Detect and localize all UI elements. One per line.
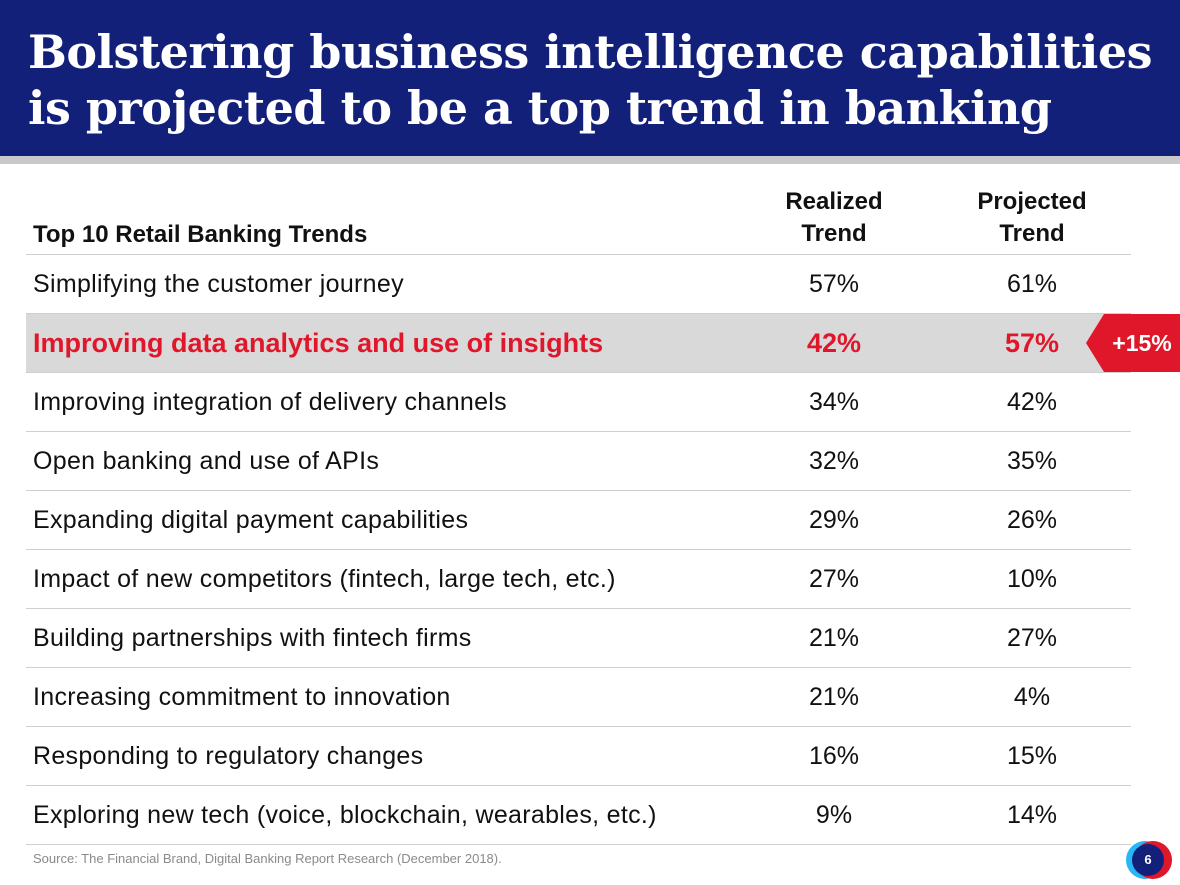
trend-label: Exploring new tech (voice, blockchain, w… xyxy=(33,801,657,829)
projected-value: 15% xyxy=(1006,742,1058,770)
trend-label: Expanding digital payment capabilities xyxy=(33,506,469,534)
realized-value: 32% xyxy=(808,447,860,475)
realized-value: 29% xyxy=(808,506,860,534)
source-note: Source: The Financial Brand, Digital Ban… xyxy=(33,851,502,866)
table-row-highlighted: Improving data analytics and use of insi… xyxy=(0,314,1180,373)
highlight-band xyxy=(26,314,1131,372)
projected-value: 10% xyxy=(1006,565,1058,593)
projected-value: 4% xyxy=(1013,683,1051,711)
realized-value: 57% xyxy=(808,270,860,298)
page-number: 6 xyxy=(1144,852,1152,867)
table-row: Increasing commitment to innovation 21% 4% xyxy=(0,668,1180,727)
projected-value: 14% xyxy=(1006,801,1058,829)
realized-value: 27% xyxy=(808,565,860,593)
slide-title: Bolstering business intelligence capabil… xyxy=(28,25,1153,135)
trend-label: Impact of new competitors (fintech, larg… xyxy=(33,565,616,593)
table-row: Expanding digital payment capabilities 29… xyxy=(0,491,1180,550)
table-row: Building partnerships with fintech firms… xyxy=(0,609,1180,668)
column-header-projected-line1: Projected xyxy=(977,188,1087,215)
trend-label: Improving integration of delivery channe… xyxy=(33,388,507,416)
trend-label: Open banking and use of APIs xyxy=(33,447,380,475)
table-row: Exploring new tech (voice, blockchain, w… xyxy=(0,786,1180,845)
header-divider xyxy=(0,156,1180,164)
projected-value: 27% xyxy=(1006,624,1058,652)
difference-callout: +15% xyxy=(1086,314,1180,372)
realized-value: 21% xyxy=(808,683,860,711)
column-header-realized-line2: Trend xyxy=(801,220,867,247)
row-header-label: Top 10 Retail Banking Trends xyxy=(33,221,368,248)
column-header-projected-line2: Trend xyxy=(999,220,1065,247)
trends-table: Simplifying the customer journey 57% 61% Im… xyxy=(0,254,1180,845)
table-row: Impact of new competitors (fintech, larg… xyxy=(0,550,1180,609)
projected-value: 57% xyxy=(1004,328,1060,358)
logo-circle-navy xyxy=(1132,844,1164,876)
realized-value: 16% xyxy=(808,742,860,770)
table-row: Responding to regulatory changes 16% 15% xyxy=(0,727,1180,786)
column-header-realized-line1: Realized xyxy=(785,188,883,215)
trend-label: Responding to regulatory changes xyxy=(33,742,424,770)
projected-value: 42% xyxy=(1006,388,1058,416)
column-header-projected: Projected Trend xyxy=(932,186,1132,250)
brand-logo-icon: 6 xyxy=(1126,841,1172,879)
table-row: Open banking and use of APIs 32% 35% xyxy=(0,432,1180,491)
projected-value: 35% xyxy=(1006,447,1058,475)
realized-value: 21% xyxy=(808,624,860,652)
trend-label: Increasing commitment to innovation xyxy=(33,683,451,711)
trend-label: Simplifying the customer journey xyxy=(33,270,404,298)
trend-label: Improving data analytics and use of insi… xyxy=(33,328,604,358)
realized-value: 9% xyxy=(815,801,853,829)
difference-callout-value: +15% xyxy=(1112,330,1172,356)
projected-value: 61% xyxy=(1006,270,1058,298)
trend-label: Building partnerships with fintech firms xyxy=(33,624,472,652)
column-header-realized: Realized Trend xyxy=(734,186,934,250)
projected-value: 26% xyxy=(1006,506,1058,534)
table-row: Simplifying the customer journey 57% 61% xyxy=(0,254,1180,314)
table-row: Improving integration of delivery channe… xyxy=(0,373,1180,432)
realized-value: 42% xyxy=(806,328,862,358)
title-banner: Bolstering business intelligence capabil… xyxy=(0,0,1180,156)
realized-value: 34% xyxy=(808,388,860,416)
